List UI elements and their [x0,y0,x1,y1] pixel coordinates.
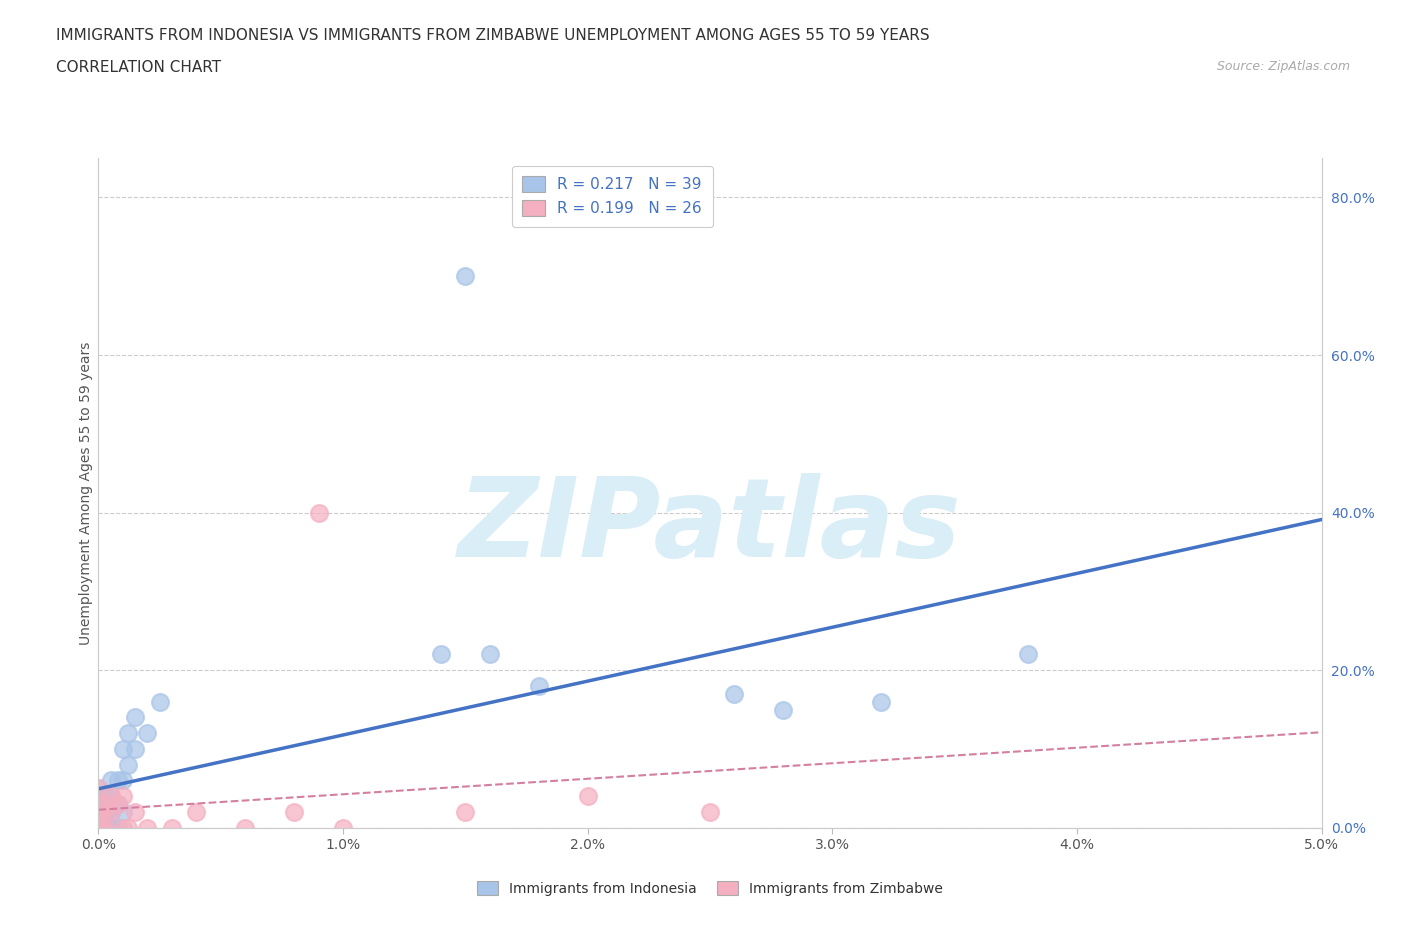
Point [91,820,114,835]
Point [87,820,110,835]
Point [87,797,110,812]
Point [100,773,122,788]
Point [87,781,110,796]
Point [136,725,159,740]
Point [107,797,129,812]
Point [283,804,305,819]
Point [91,820,114,835]
Point [454,269,477,284]
Point [87,797,110,812]
Point [870,694,893,709]
Point [1017,647,1039,662]
Legend: Immigrants from Indonesia, Immigrants from Zimbabwe: Immigrants from Indonesia, Immigrants fr… [470,874,950,902]
Point [136,820,159,835]
Point [699,804,721,819]
Point [124,710,146,724]
Point [111,820,134,835]
Point [100,804,122,819]
Legend: R = 0.217   N = 39, R = 0.199   N = 26: R = 0.217 N = 39, R = 0.199 N = 26 [512,166,713,227]
Point [87,781,110,796]
Point [723,686,745,701]
Point [576,789,599,804]
Point [91,804,114,819]
Point [117,725,139,740]
Point [124,804,146,819]
Point [94,804,117,819]
Point [107,773,129,788]
Point [124,741,146,756]
Point [87,804,110,819]
Point [91,804,114,819]
Point [87,820,110,835]
Point [233,820,256,835]
Point [111,804,134,819]
Point [94,789,117,804]
Point [107,820,129,835]
Point [117,757,139,772]
Point [527,679,550,694]
Point [160,820,183,835]
Point [100,820,122,835]
Point [87,813,110,828]
Point [454,804,477,819]
Text: IMMIGRANTS FROM INDONESIA VS IMMIGRANTS FROM ZIMBABWE UNEMPLOYMENT AMONG AGES 55: IMMIGRANTS FROM INDONESIA VS IMMIGRANTS … [56,28,929,43]
Point [100,789,122,804]
Text: Source: ZipAtlas.com: Source: ZipAtlas.com [1216,60,1350,73]
Point [94,820,117,835]
Point [94,820,117,835]
Point [87,813,110,828]
Text: CORRELATION CHART: CORRELATION CHART [56,60,221,75]
Point [478,647,501,662]
Point [87,789,110,804]
Point [772,702,794,717]
Y-axis label: Unemployment Among Ages 55 to 59 years: Unemployment Among Ages 55 to 59 years [79,341,93,644]
Point [87,820,110,835]
Point [87,804,110,819]
Point [111,773,134,788]
Point [87,820,110,835]
Text: ZIPatlas: ZIPatlas [458,472,962,580]
Point [100,789,122,804]
Point [332,820,354,835]
Point [430,647,453,662]
Point [100,804,122,819]
Point [149,694,172,709]
Point [91,813,114,828]
Point [94,797,117,812]
Point [117,820,139,835]
Point [87,820,110,835]
Point [87,820,110,835]
Point [111,789,134,804]
Point [107,797,129,812]
Point [186,804,208,819]
Point [111,741,134,756]
Point [308,505,330,520]
Point [87,813,110,828]
